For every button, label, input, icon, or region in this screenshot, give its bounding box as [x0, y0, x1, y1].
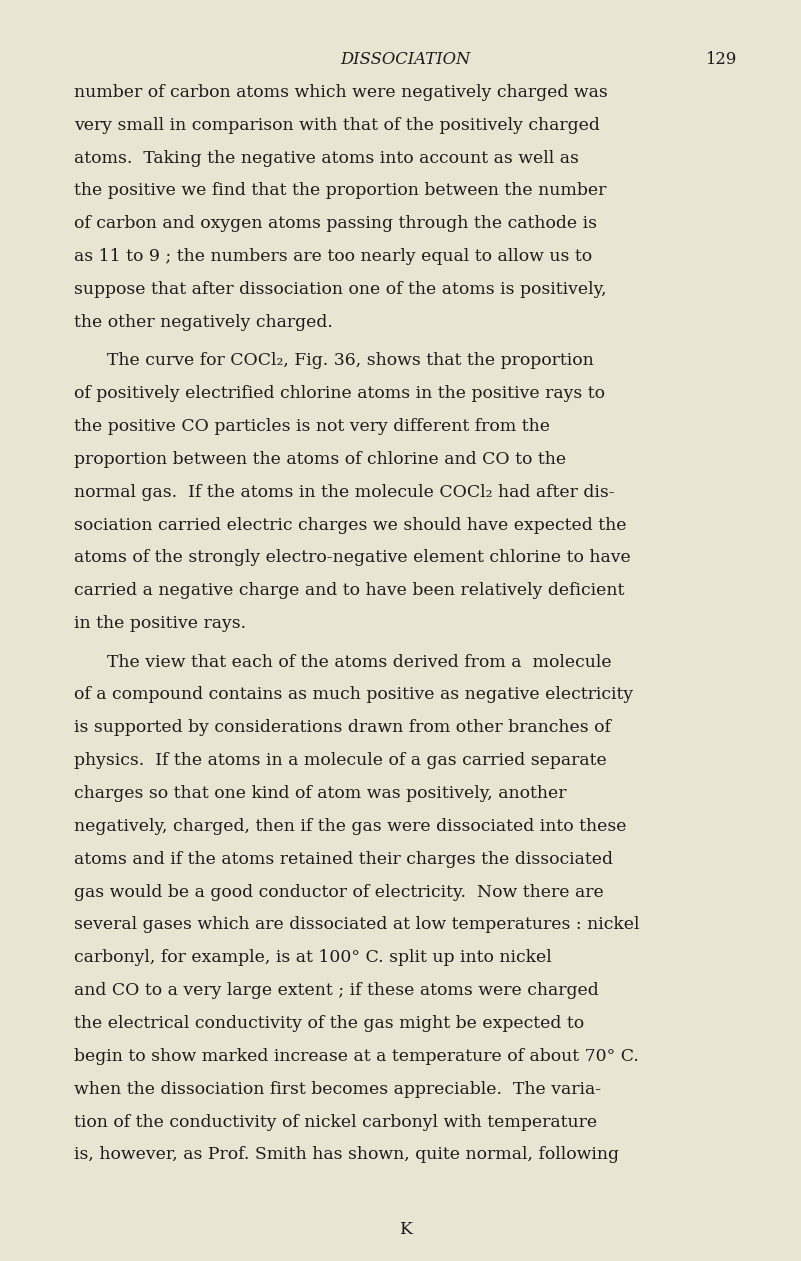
Text: tion of the conductivity of nickel carbonyl with temperature: tion of the conductivity of nickel carbo… — [74, 1113, 597, 1131]
Text: the positive CO particles is not very different from the: the positive CO particles is not very di… — [74, 419, 549, 435]
Text: is, however, as Prof. Smith has shown, quite normal, following: is, however, as Prof. Smith has shown, q… — [74, 1146, 618, 1164]
Text: The view that each of the atoms derived from a  molecule: The view that each of the atoms derived … — [107, 653, 612, 671]
Text: very small in comparison with that of the positively charged: very small in comparison with that of th… — [74, 117, 600, 134]
Text: the electrical conductivity of the gas might be expected to: the electrical conductivity of the gas m… — [74, 1015, 584, 1031]
Text: begin to show marked increase at a temperature of about 70° C.: begin to show marked increase at a tempe… — [74, 1048, 638, 1064]
Text: several gases which are dissociated at low temperatures : nickel: several gases which are dissociated at l… — [74, 917, 639, 933]
Text: negatively, charged, then if the gas were dissociated into these: negatively, charged, then if the gas wer… — [74, 818, 626, 835]
Text: of carbon and oxygen atoms passing through the cathode is: of carbon and oxygen atoms passing throu… — [74, 216, 597, 232]
Text: atoms and if the atoms retained their charges the dissociated: atoms and if the atoms retained their ch… — [74, 851, 613, 868]
Text: gas would be a good conductor of electricity.  Now there are: gas would be a good conductor of electri… — [74, 884, 603, 900]
Text: when the dissociation first becomes appreciable.  The varia-: when the dissociation first becomes appr… — [74, 1081, 601, 1097]
Text: and CO to a very large extent ; if these atoms were charged: and CO to a very large extent ; if these… — [74, 982, 598, 999]
Text: 129: 129 — [706, 50, 737, 68]
Text: is supported by considerations drawn from other branches of: is supported by considerations drawn fro… — [74, 719, 610, 736]
Text: number of carbon atoms which were negatively charged was: number of carbon atoms which were negati… — [74, 84, 607, 101]
Text: carbonyl, for example, is at 100° C. split up into nickel: carbonyl, for example, is at 100° C. spl… — [74, 950, 551, 966]
Text: as 11 to 9 ; the numbers are too nearly equal to allow us to: as 11 to 9 ; the numbers are too nearly … — [74, 248, 592, 265]
Text: carried a negative charge and to have been relatively deficient: carried a negative charge and to have be… — [74, 583, 624, 599]
Text: in the positive rays.: in the positive rays. — [74, 615, 246, 632]
Text: suppose that after dissociation one of the atoms is positively,: suppose that after dissociation one of t… — [74, 281, 606, 298]
Text: of a compound contains as much positive as negative electricity: of a compound contains as much positive … — [74, 686, 633, 704]
Text: K: K — [399, 1221, 412, 1238]
Text: physics.  If the atoms in a molecule of a gas carried separate: physics. If the atoms in a molecule of a… — [74, 753, 606, 769]
Text: normal gas.  If the atoms in the molecule COCl₂ had after dis-: normal gas. If the atoms in the molecule… — [74, 484, 614, 501]
Text: DISSOCIATION: DISSOCIATION — [340, 50, 470, 68]
Text: atoms.  Taking the negative atoms into account as well as: atoms. Taking the negative atoms into ac… — [74, 150, 578, 166]
Text: charges so that one kind of atom was positively, another: charges so that one kind of atom was pos… — [74, 786, 566, 802]
Text: the positive we find that the proportion between the number: the positive we find that the proportion… — [74, 183, 606, 199]
Text: atoms of the strongly electro-negative element chlorine to have: atoms of the strongly electro-negative e… — [74, 550, 630, 566]
Text: proportion between the atoms of chlorine and CO to the: proportion between the atoms of chlorine… — [74, 451, 566, 468]
Text: The curve for COCl₂, Fig. 36, shows that the proportion: The curve for COCl₂, Fig. 36, shows that… — [107, 352, 594, 369]
Text: the other negatively charged.: the other negatively charged. — [74, 314, 332, 330]
Text: sociation carried electric charges we should have expected the: sociation carried electric charges we sh… — [74, 517, 626, 533]
Text: of positively electrified chlorine atoms in the positive rays to: of positively electrified chlorine atoms… — [74, 385, 605, 402]
